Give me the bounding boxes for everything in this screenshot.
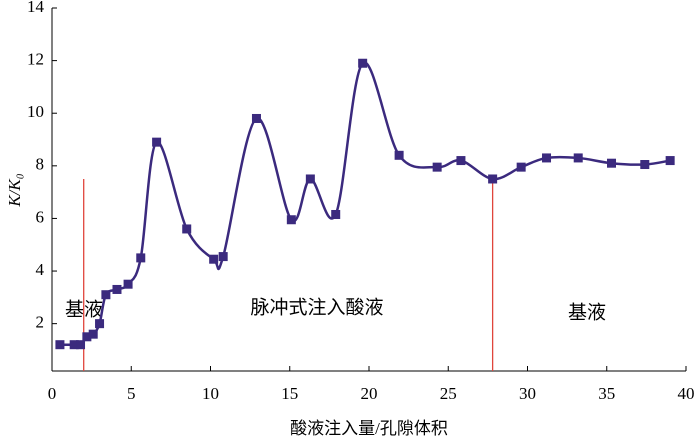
point bbox=[640, 160, 650, 170]
y-tick-label: 10 bbox=[27, 102, 44, 121]
x-tick-label: 10 bbox=[202, 384, 219, 403]
y-tick-label: 6 bbox=[36, 207, 45, 226]
y-tick-label: 4 bbox=[36, 260, 45, 279]
x-tick-label: 35 bbox=[598, 384, 615, 403]
point bbox=[607, 158, 617, 168]
point bbox=[152, 137, 162, 147]
x-tick-label: 40 bbox=[678, 384, 695, 403]
x-tick-label: 15 bbox=[281, 384, 298, 403]
x-tick-label: 25 bbox=[440, 384, 457, 403]
x-tick-label: 20 bbox=[361, 384, 378, 403]
annotation: 脉冲式注入酸液 bbox=[250, 296, 383, 318]
point bbox=[251, 113, 261, 123]
point bbox=[123, 279, 133, 289]
point bbox=[112, 284, 122, 294]
point bbox=[286, 215, 296, 225]
point bbox=[488, 174, 498, 184]
point bbox=[69, 340, 79, 350]
point bbox=[182, 224, 192, 234]
x-tick-label: 5 bbox=[127, 384, 136, 403]
point bbox=[209, 254, 219, 264]
point bbox=[358, 58, 368, 68]
y-tick-label: 8 bbox=[36, 155, 45, 174]
point bbox=[305, 174, 315, 184]
x-tick-label: 30 bbox=[519, 384, 536, 403]
point bbox=[516, 162, 526, 172]
x-axis-label: 酸液注入量/孔隙体积 bbox=[290, 419, 448, 438]
y-tick-label: 14 bbox=[27, 0, 45, 16]
point bbox=[95, 319, 105, 329]
point bbox=[82, 332, 92, 342]
point bbox=[394, 150, 404, 160]
y-axis-label: K/K₀ bbox=[5, 173, 24, 207]
point bbox=[542, 153, 552, 163]
point bbox=[136, 253, 146, 263]
point bbox=[101, 290, 111, 300]
point bbox=[76, 340, 86, 350]
point bbox=[665, 156, 675, 166]
point bbox=[218, 252, 228, 262]
y-tick-label: 2 bbox=[36, 313, 45, 332]
point bbox=[331, 209, 341, 219]
point bbox=[432, 162, 442, 172]
point bbox=[456, 156, 466, 166]
point bbox=[88, 329, 98, 339]
y-tick-label: 12 bbox=[27, 50, 44, 69]
point bbox=[55, 340, 65, 350]
point bbox=[573, 153, 583, 163]
annotation: 基液 bbox=[568, 301, 606, 323]
x-tick-label: 0 bbox=[48, 384, 57, 403]
